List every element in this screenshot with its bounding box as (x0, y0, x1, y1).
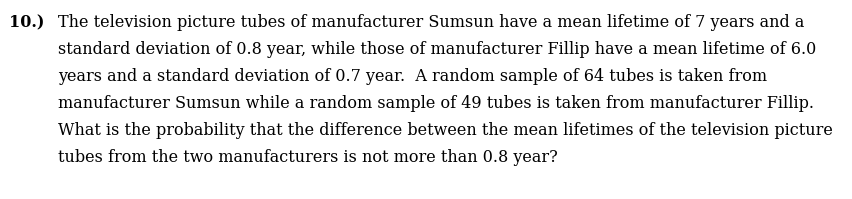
Text: standard deviation of 0.8 year, while those of manufacturer Fillip have a mean l: standard deviation of 0.8 year, while th… (58, 41, 815, 58)
Text: years and a standard deviation of 0.7 year.  A random sample of 64 tubes is take: years and a standard deviation of 0.7 ye… (58, 68, 766, 85)
Text: The television picture tubes of manufacturer Sumsun have a mean lifetime of 7 ye: The television picture tubes of manufact… (58, 14, 803, 31)
Text: What is the probability that the difference between the mean lifetimes of the te: What is the probability that the differe… (58, 122, 832, 139)
Text: 10.): 10.) (9, 14, 43, 31)
Text: manufacturer Sumsun while a random sample of 49 tubes is taken from manufacturer: manufacturer Sumsun while a random sampl… (58, 95, 813, 112)
Text: tubes from the two manufacturers is not more than 0.8 year?: tubes from the two manufacturers is not … (58, 149, 557, 166)
